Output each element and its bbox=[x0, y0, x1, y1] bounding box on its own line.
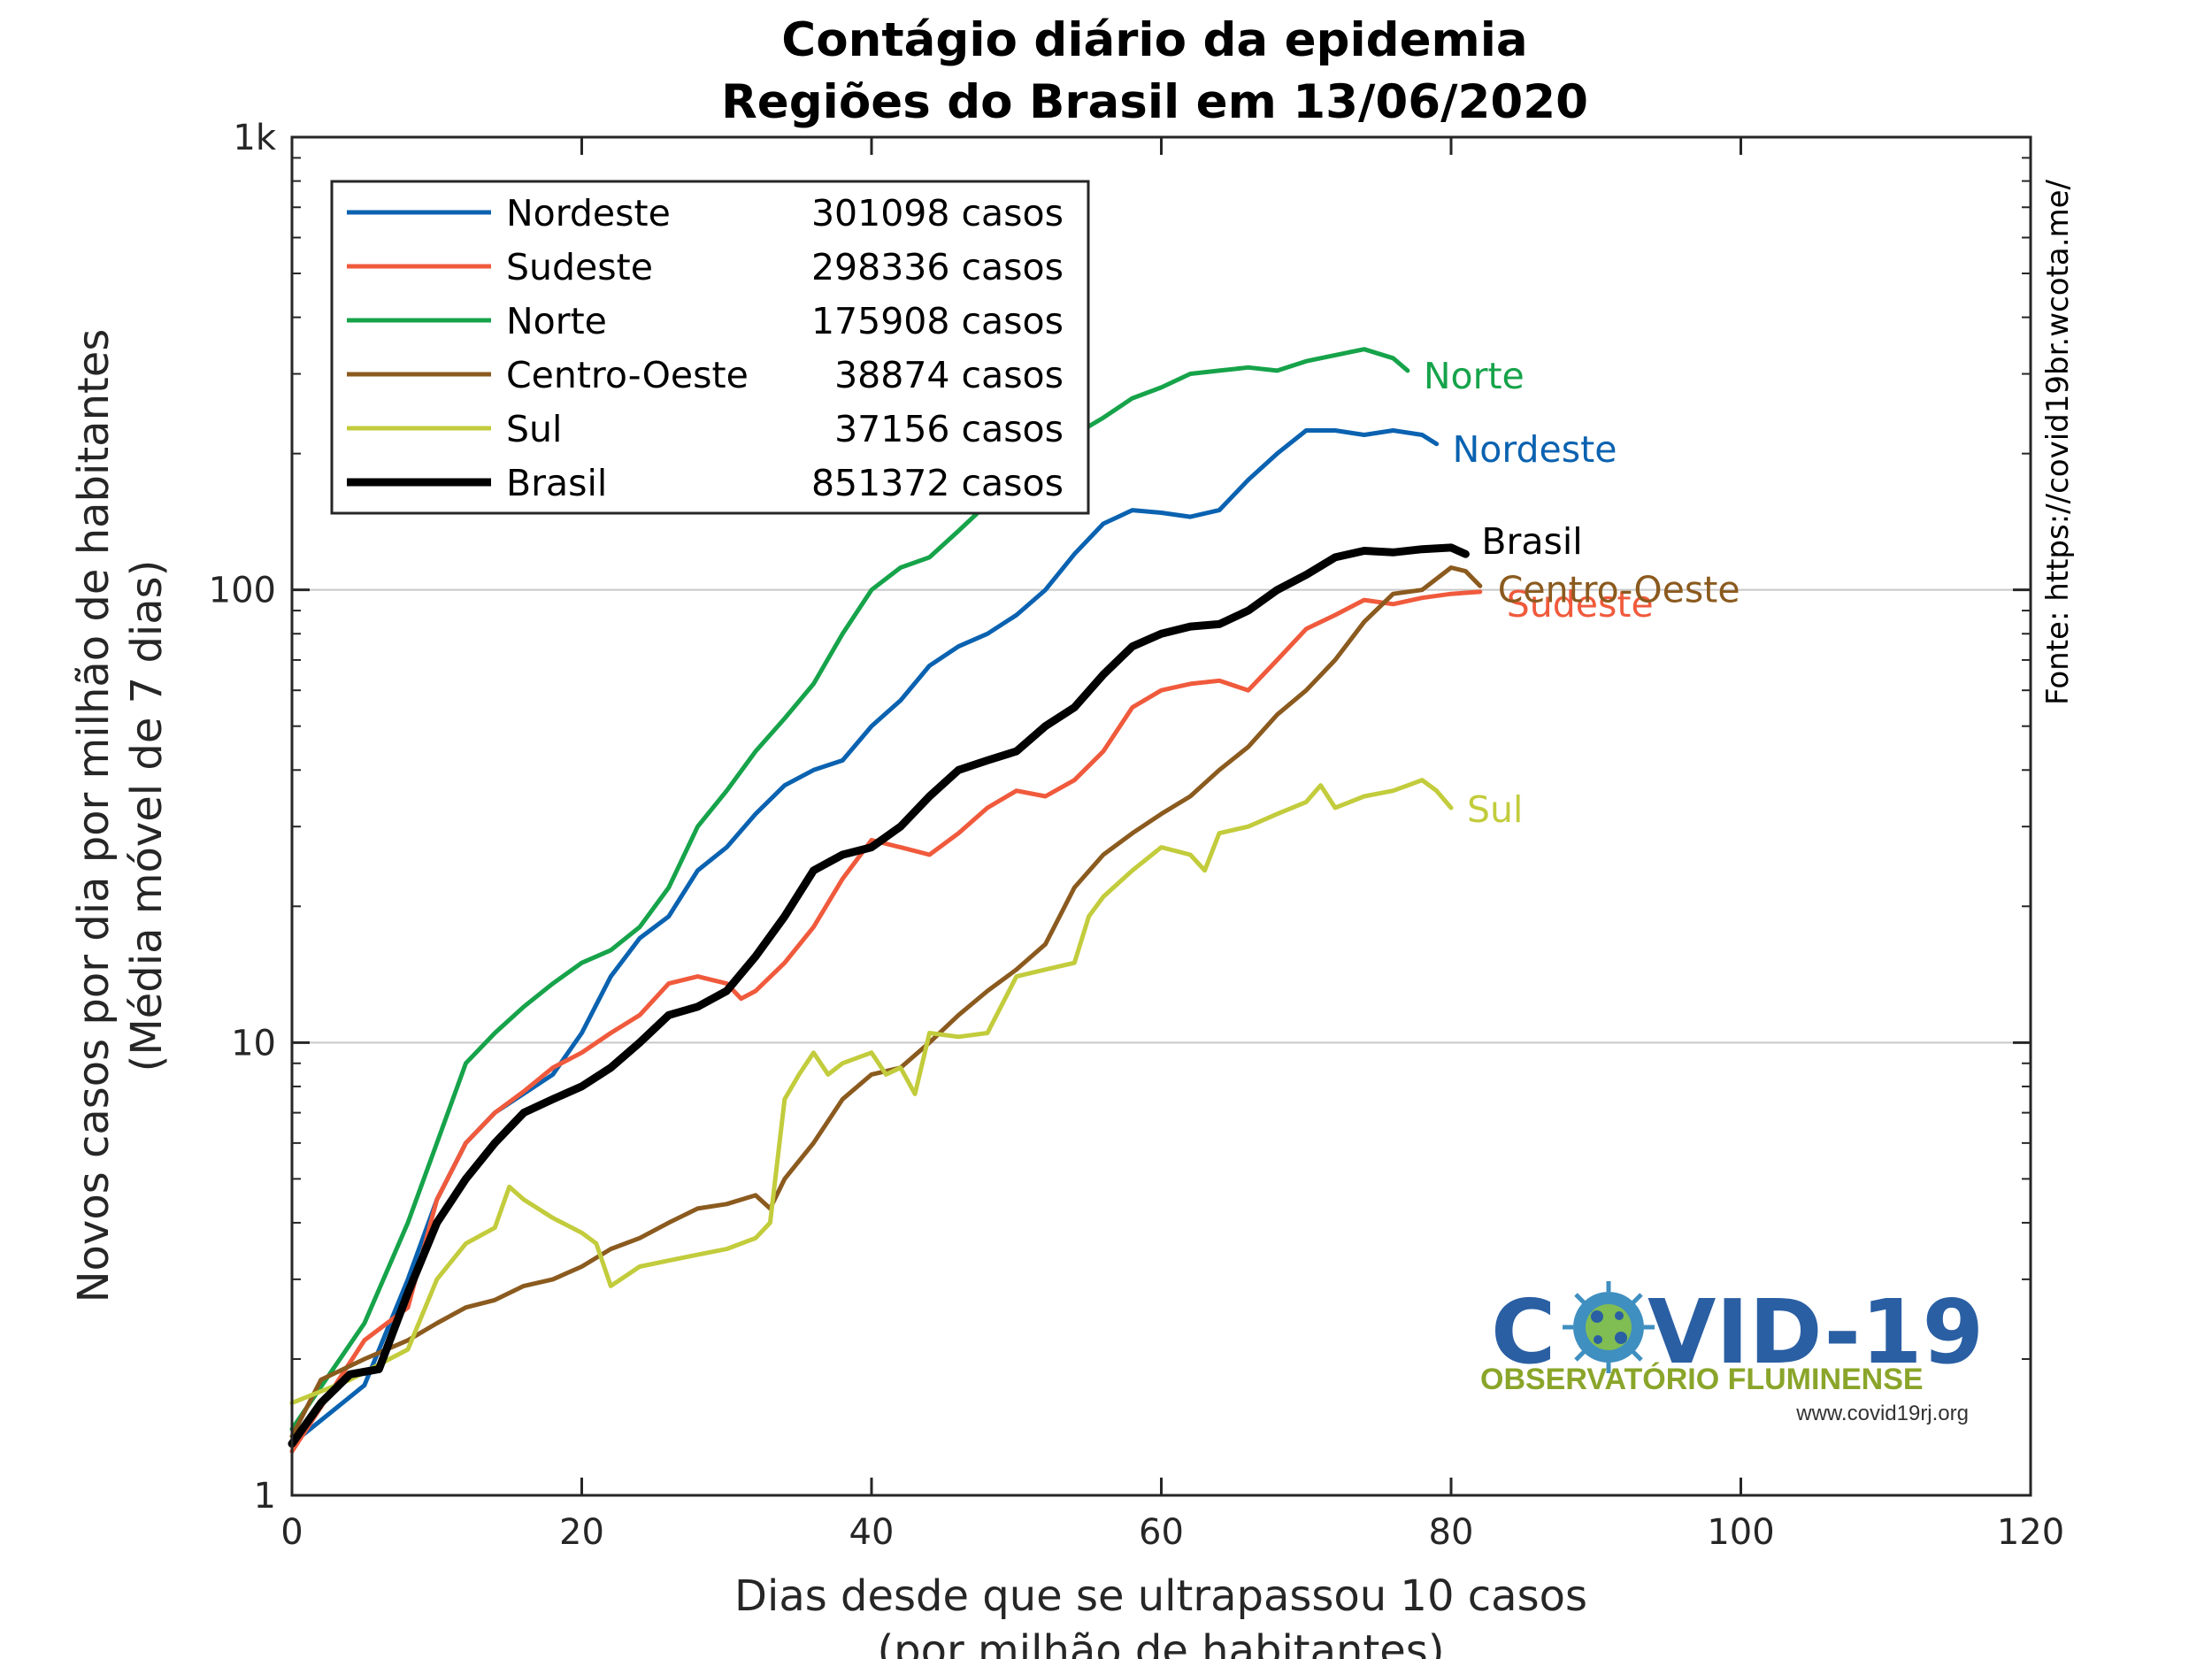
series-line-sul bbox=[289, 778, 1454, 1406]
logo-vid19-text: VID-19 bbox=[1647, 1280, 1984, 1384]
series-end-label-brasil: Brasil bbox=[1481, 520, 1582, 563]
legend-label-sudeste: Sudeste bbox=[506, 246, 653, 288]
legend-box bbox=[330, 180, 1090, 515]
grid-lines bbox=[292, 588, 2031, 1044]
series-end-label-centro-oeste: Centro-Oeste bbox=[1498, 568, 1740, 611]
x-tick-label: 60 bbox=[1139, 1512, 1184, 1553]
series-line-sudeste bbox=[289, 589, 1483, 1454]
logo-c-letter: C bbox=[1491, 1280, 1555, 1384]
series-line-norte bbox=[289, 347, 1410, 1432]
legend-total-nordeste: 301098 casos bbox=[811, 192, 1064, 234]
legend-label-sul: Sul bbox=[506, 408, 562, 450]
y-tick-label: 10 bbox=[231, 1023, 276, 1064]
legend-label-centro-oeste: Centro-Oeste bbox=[506, 354, 749, 396]
x-tick-label: 120 bbox=[1997, 1512, 2064, 1553]
x-tick-label: 0 bbox=[280, 1512, 303, 1553]
chart-title: Contágio diário da epidemia bbox=[781, 13, 1527, 67]
logo-subtitle: OBSERVATÓRIO FLUMINENSE bbox=[1480, 1363, 1924, 1396]
y-axis-label-line1: Novos casos por dia por milhão de habita… bbox=[69, 329, 119, 1303]
x-tick-label: 40 bbox=[849, 1512, 895, 1553]
source-label: Fonte: https://covid19br.wcota.me/ bbox=[2040, 179, 2076, 705]
chart-subtitle: Regiões do Brasil em 13/06/2020 bbox=[721, 75, 1588, 129]
y-tick-label: 100 bbox=[209, 571, 276, 611]
series-end-label-norte: Norte bbox=[1424, 355, 1525, 397]
legend-label-nordeste: Nordeste bbox=[506, 192, 671, 234]
y-tick-label: 1 bbox=[254, 1476, 276, 1517]
x-tick-label: 80 bbox=[1429, 1512, 1474, 1553]
legend-total-sudeste: 298336 casos bbox=[811, 246, 1064, 288]
virus-icon bbox=[1563, 1281, 1655, 1373]
series-end-label-sul: Sul bbox=[1467, 788, 1523, 831]
legend-total-norte: 175908 casos bbox=[811, 300, 1064, 342]
series-layer: Nordeste Sudeste Norte Centro-Oeste Sul Brasi… bbox=[288, 347, 1740, 1454]
y-tick-label: 1k bbox=[233, 118, 276, 158]
legend-label-norte: Norte bbox=[506, 300, 607, 342]
legend-label-brasil: Brasil bbox=[506, 462, 607, 504]
x-axis-label-line1: Dias desde que se ultrapassou 10 casos bbox=[734, 1571, 1587, 1621]
series-end-label-sudeste: Sudeste bbox=[1507, 583, 1654, 626]
legend-total-centro-oeste: 38874 casos bbox=[834, 354, 1064, 396]
legend: Nordeste 301098 casos Sudeste 298336 casos N… bbox=[330, 180, 1090, 515]
covid19-logo: C VID-19 OBSERVATÓRIO FLUMINENSE www.cov… bbox=[1480, 1280, 1984, 1425]
series-line-brasil bbox=[288, 543, 1470, 1448]
series-end-label-nordeste: Nordeste bbox=[1453, 428, 1617, 471]
x-axis-label-line2: (por milhão de habitantes) bbox=[877, 1626, 1444, 1659]
plot-frame bbox=[290, 135, 2032, 1497]
axis-ticks: 1 10 100 1k 0 20 40 60 80 100 120 bbox=[209, 118, 2065, 1553]
x-tick-label: 100 bbox=[1707, 1512, 1774, 1553]
legend-total-brasil: 851372 casos bbox=[811, 462, 1064, 504]
y-axis-label-line2: (Média móvel de 7 dias) bbox=[122, 560, 172, 1072]
logo-url: www.covid19rj.org bbox=[1795, 1402, 1969, 1425]
x-tick-label: 20 bbox=[559, 1512, 604, 1553]
legend-total-sul: 37156 casos bbox=[834, 408, 1064, 450]
